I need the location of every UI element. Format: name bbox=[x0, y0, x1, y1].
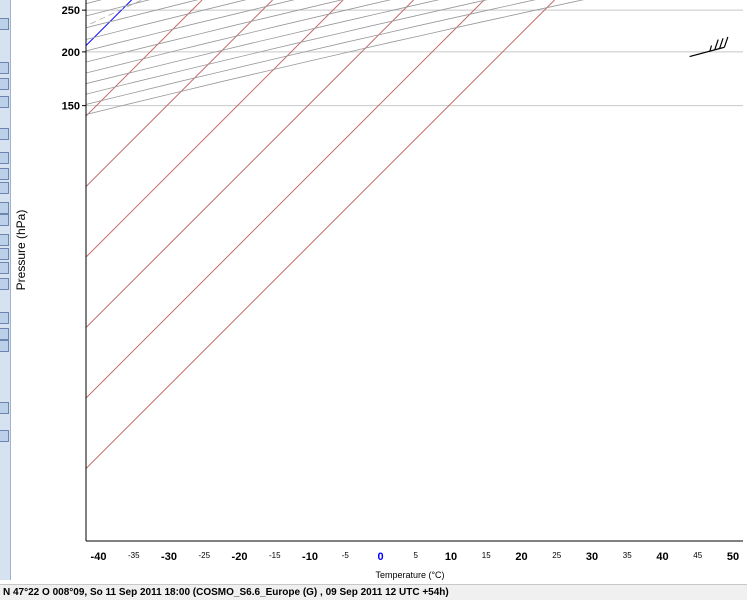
x-tick-label--30: -30 bbox=[161, 551, 177, 563]
dry-adiabat bbox=[86, 0, 344, 63]
isotherm--10 bbox=[0, 0, 61, 541]
x-tick-label-20: 20 bbox=[515, 551, 527, 563]
dry-adiabat bbox=[86, 0, 585, 115]
x-axis-label: Temperature (°C) bbox=[375, 570, 444, 580]
x-minor-tick-label--25: -25 bbox=[198, 551, 210, 560]
x-minor-tick-label-5: 5 bbox=[414, 551, 419, 560]
x-minor-tick-label-25: 25 bbox=[552, 551, 561, 560]
toolbar-button-14[interactable] bbox=[0, 312, 9, 324]
toolbar-button-8[interactable] bbox=[0, 202, 9, 214]
toolbar-button-15[interactable] bbox=[0, 328, 9, 340]
toolbar-button-2[interactable] bbox=[0, 78, 9, 90]
x-minor-tick-label--15: -15 bbox=[269, 551, 281, 560]
x-tick-label-0: 0 bbox=[377, 551, 383, 563]
status-bar: N 47°22 O 008°09, So 11 Sep 2011 18:00 (… bbox=[0, 584, 747, 600]
toolbar-button-1[interactable] bbox=[0, 62, 9, 74]
skew-t-chart: 0.10.20.30.40.60.811.523468101520304050F… bbox=[0, 0, 743, 580]
x-minor-tick-label-35: 35 bbox=[623, 551, 632, 560]
dry-adiabat bbox=[86, 0, 440, 85]
toolbar-button-13[interactable] bbox=[0, 278, 9, 290]
x-minor-tick-label-45: 45 bbox=[693, 551, 702, 560]
x-tick-label--10: -10 bbox=[302, 551, 318, 563]
x-tick-label--40: -40 bbox=[91, 551, 107, 563]
dry-adiabat bbox=[86, 0, 199, 29]
y-tick-label-200: 200 bbox=[62, 47, 80, 59]
wind-barb-10 bbox=[689, 36, 729, 58]
toolbar-button-6[interactable] bbox=[0, 168, 9, 180]
toolbar-button-0[interactable] bbox=[0, 18, 9, 30]
dry-adiabat bbox=[86, 0, 536, 105]
x-tick-label-50: 50 bbox=[727, 551, 739, 563]
toolbar-button-18[interactable] bbox=[0, 430, 9, 442]
dry-adiabat bbox=[86, 0, 151, 17]
isotherm-20 bbox=[86, 0, 273, 188]
isotherm-50 bbox=[86, 0, 485, 399]
y-axis-label: Pressure (hPa) bbox=[14, 210, 28, 291]
dry-adiabat bbox=[86, 0, 488, 95]
wind-barb-half bbox=[709, 45, 713, 52]
x-tick-label-40: 40 bbox=[656, 551, 668, 563]
toolbar-button-17[interactable] bbox=[0, 402, 9, 414]
x-tick-label-30: 30 bbox=[586, 551, 598, 563]
dry-adiabat bbox=[86, 0, 392, 74]
dry-adiabat bbox=[86, 0, 295, 52]
toolbar-button-11[interactable] bbox=[0, 248, 9, 260]
dry-adiabat bbox=[86, 0, 247, 40]
toolbar-button-12[interactable] bbox=[0, 262, 9, 274]
x-minor-tick-label--5: -5 bbox=[342, 551, 350, 560]
plot-background bbox=[86, 0, 743, 541]
x-minor-tick-label-15: 15 bbox=[482, 551, 491, 560]
toolbar-button-5[interactable] bbox=[0, 152, 9, 164]
toolbar-button-3[interactable] bbox=[0, 96, 9, 108]
toolbar-button-10[interactable] bbox=[0, 234, 9, 246]
wind-barb-flag bbox=[714, 39, 719, 51]
toolbar-button-16[interactable] bbox=[0, 340, 9, 352]
wind-barb-staff bbox=[689, 46, 725, 58]
isotherm-60 bbox=[86, 0, 555, 470]
x-tick-label--20: -20 bbox=[232, 551, 248, 563]
toolbar-button-4[interactable] bbox=[0, 128, 9, 140]
x-tick-label-10: 10 bbox=[445, 551, 457, 563]
isotherm-30 bbox=[86, 0, 344, 258]
isotherm-10 bbox=[86, 0, 203, 117]
wind-barb-flag bbox=[718, 38, 724, 49]
left-toolbar bbox=[0, 0, 11, 580]
y-tick-label-150: 150 bbox=[62, 101, 80, 113]
isotherm-40 bbox=[86, 0, 414, 329]
wind-barb-flag bbox=[723, 36, 729, 48]
y-tick-label-250: 250 bbox=[62, 5, 80, 17]
x-minor-tick-label--35: -35 bbox=[128, 551, 140, 560]
toolbar-button-9[interactable] bbox=[0, 214, 9, 226]
toolbar-button-7[interactable] bbox=[0, 182, 9, 194]
